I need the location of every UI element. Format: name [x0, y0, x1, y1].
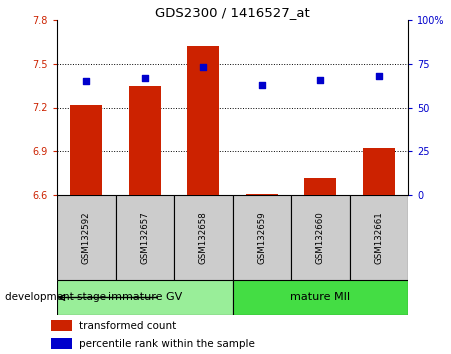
Bar: [51, 338, 72, 349]
Text: percentile rank within the sample: percentile rank within the sample: [79, 339, 255, 349]
Title: GDS2300 / 1416527_at: GDS2300 / 1416527_at: [155, 6, 310, 19]
Text: development stage: development stage: [5, 292, 106, 303]
Bar: [70, 104, 102, 195]
Text: transformed count: transformed count: [79, 321, 177, 331]
Bar: [233, 280, 408, 315]
Bar: [187, 46, 219, 195]
Point: [200, 64, 207, 70]
Bar: [363, 148, 395, 195]
Point: [375, 73, 382, 79]
Text: GSM132658: GSM132658: [199, 211, 208, 264]
Bar: [233, 195, 291, 280]
Point: [83, 79, 90, 84]
Bar: [304, 177, 336, 195]
Bar: [350, 195, 408, 280]
Point: [258, 82, 265, 87]
Bar: [115, 195, 174, 280]
Text: immature GV: immature GV: [108, 292, 182, 303]
Text: GSM132660: GSM132660: [316, 211, 325, 264]
Point: [141, 75, 148, 81]
Text: GSM132661: GSM132661: [374, 211, 383, 264]
Text: GSM132592: GSM132592: [82, 211, 91, 264]
Text: mature MII: mature MII: [290, 292, 350, 303]
Bar: [57, 280, 233, 315]
Bar: [174, 195, 233, 280]
Bar: [57, 195, 115, 280]
Point: [317, 77, 324, 82]
Bar: [129, 86, 161, 195]
Bar: [51, 320, 72, 331]
Text: GSM132657: GSM132657: [140, 211, 149, 264]
Bar: [291, 195, 350, 280]
Text: GSM132659: GSM132659: [257, 211, 266, 264]
Bar: [246, 194, 278, 195]
